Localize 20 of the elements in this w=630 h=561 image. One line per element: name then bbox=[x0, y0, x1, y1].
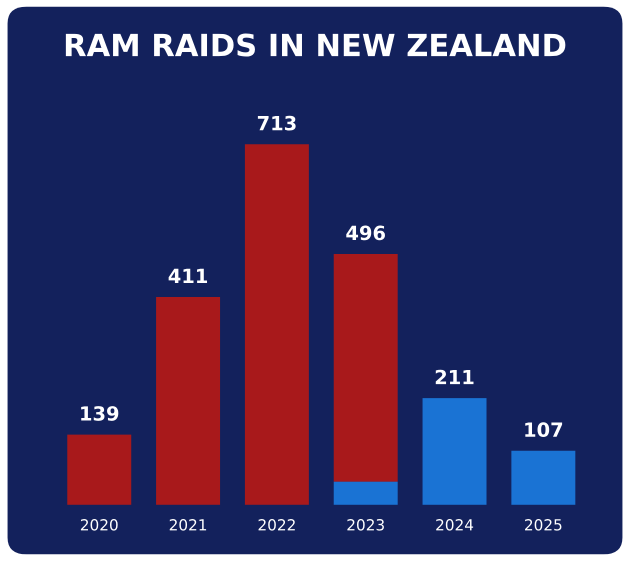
chart-title: RAM RAIDS IN NEW ZEALAND bbox=[66, 33, 566, 57]
x-tick-label: 2021 bbox=[170, 519, 206, 531]
bar bbox=[67, 434, 132, 505]
bar bbox=[334, 482, 398, 505]
total-label: 496 bbox=[346, 226, 385, 240]
x-tick-label: 2020 bbox=[80, 519, 118, 531]
x-tick-label: 2023 bbox=[347, 519, 384, 531]
x-tick-label: 2024 bbox=[436, 519, 474, 531]
bar bbox=[422, 398, 487, 505]
bar bbox=[334, 254, 398, 482]
data-label: 713 bbox=[258, 116, 296, 130]
data-label: 107 bbox=[525, 422, 562, 438]
data-label: 211 bbox=[436, 370, 474, 384]
bar bbox=[511, 450, 576, 505]
data-label: 139 bbox=[81, 406, 118, 421]
x-tick-label: 2025 bbox=[525, 519, 562, 531]
bar bbox=[244, 144, 309, 505]
data-label: 411 bbox=[168, 268, 208, 283]
bar bbox=[156, 297, 220, 505]
x-tick-label: 2022 bbox=[258, 519, 295, 531]
